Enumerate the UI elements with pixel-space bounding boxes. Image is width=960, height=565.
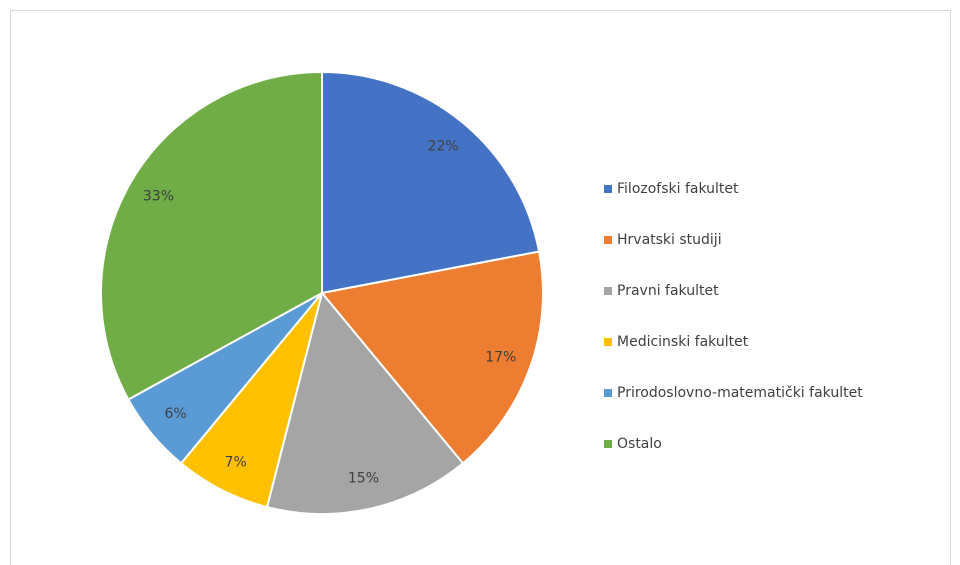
legend-swatch xyxy=(604,389,612,397)
legend-label: Hrvatski studiji xyxy=(617,232,722,248)
legend-label: Ostalo xyxy=(617,436,662,452)
chart-border xyxy=(10,10,951,565)
pie-slice xyxy=(321,70,541,295)
data-label: 7% xyxy=(225,454,247,470)
data-label: 17% xyxy=(485,349,516,365)
legend-swatch xyxy=(604,440,612,448)
data-label: 15% xyxy=(348,470,379,486)
pie-slice xyxy=(100,70,323,401)
legend-label: Pravni fakultet xyxy=(617,283,719,299)
pie-slice xyxy=(320,250,544,465)
pie-slice xyxy=(265,290,465,515)
legend-label: Prirodoslovno-matematički fakultet xyxy=(617,385,863,401)
legend-label: Filozofski fakultet xyxy=(617,181,739,197)
legend-swatch xyxy=(604,236,612,244)
legend-swatch xyxy=(604,287,612,295)
data-label: 33% xyxy=(143,188,174,204)
data-label: 6% xyxy=(164,406,186,422)
data-label: 22% xyxy=(428,139,459,155)
legend-label: Medicinski fakultet xyxy=(617,334,749,350)
legend-swatch xyxy=(604,185,612,193)
legend-swatch xyxy=(604,338,612,346)
